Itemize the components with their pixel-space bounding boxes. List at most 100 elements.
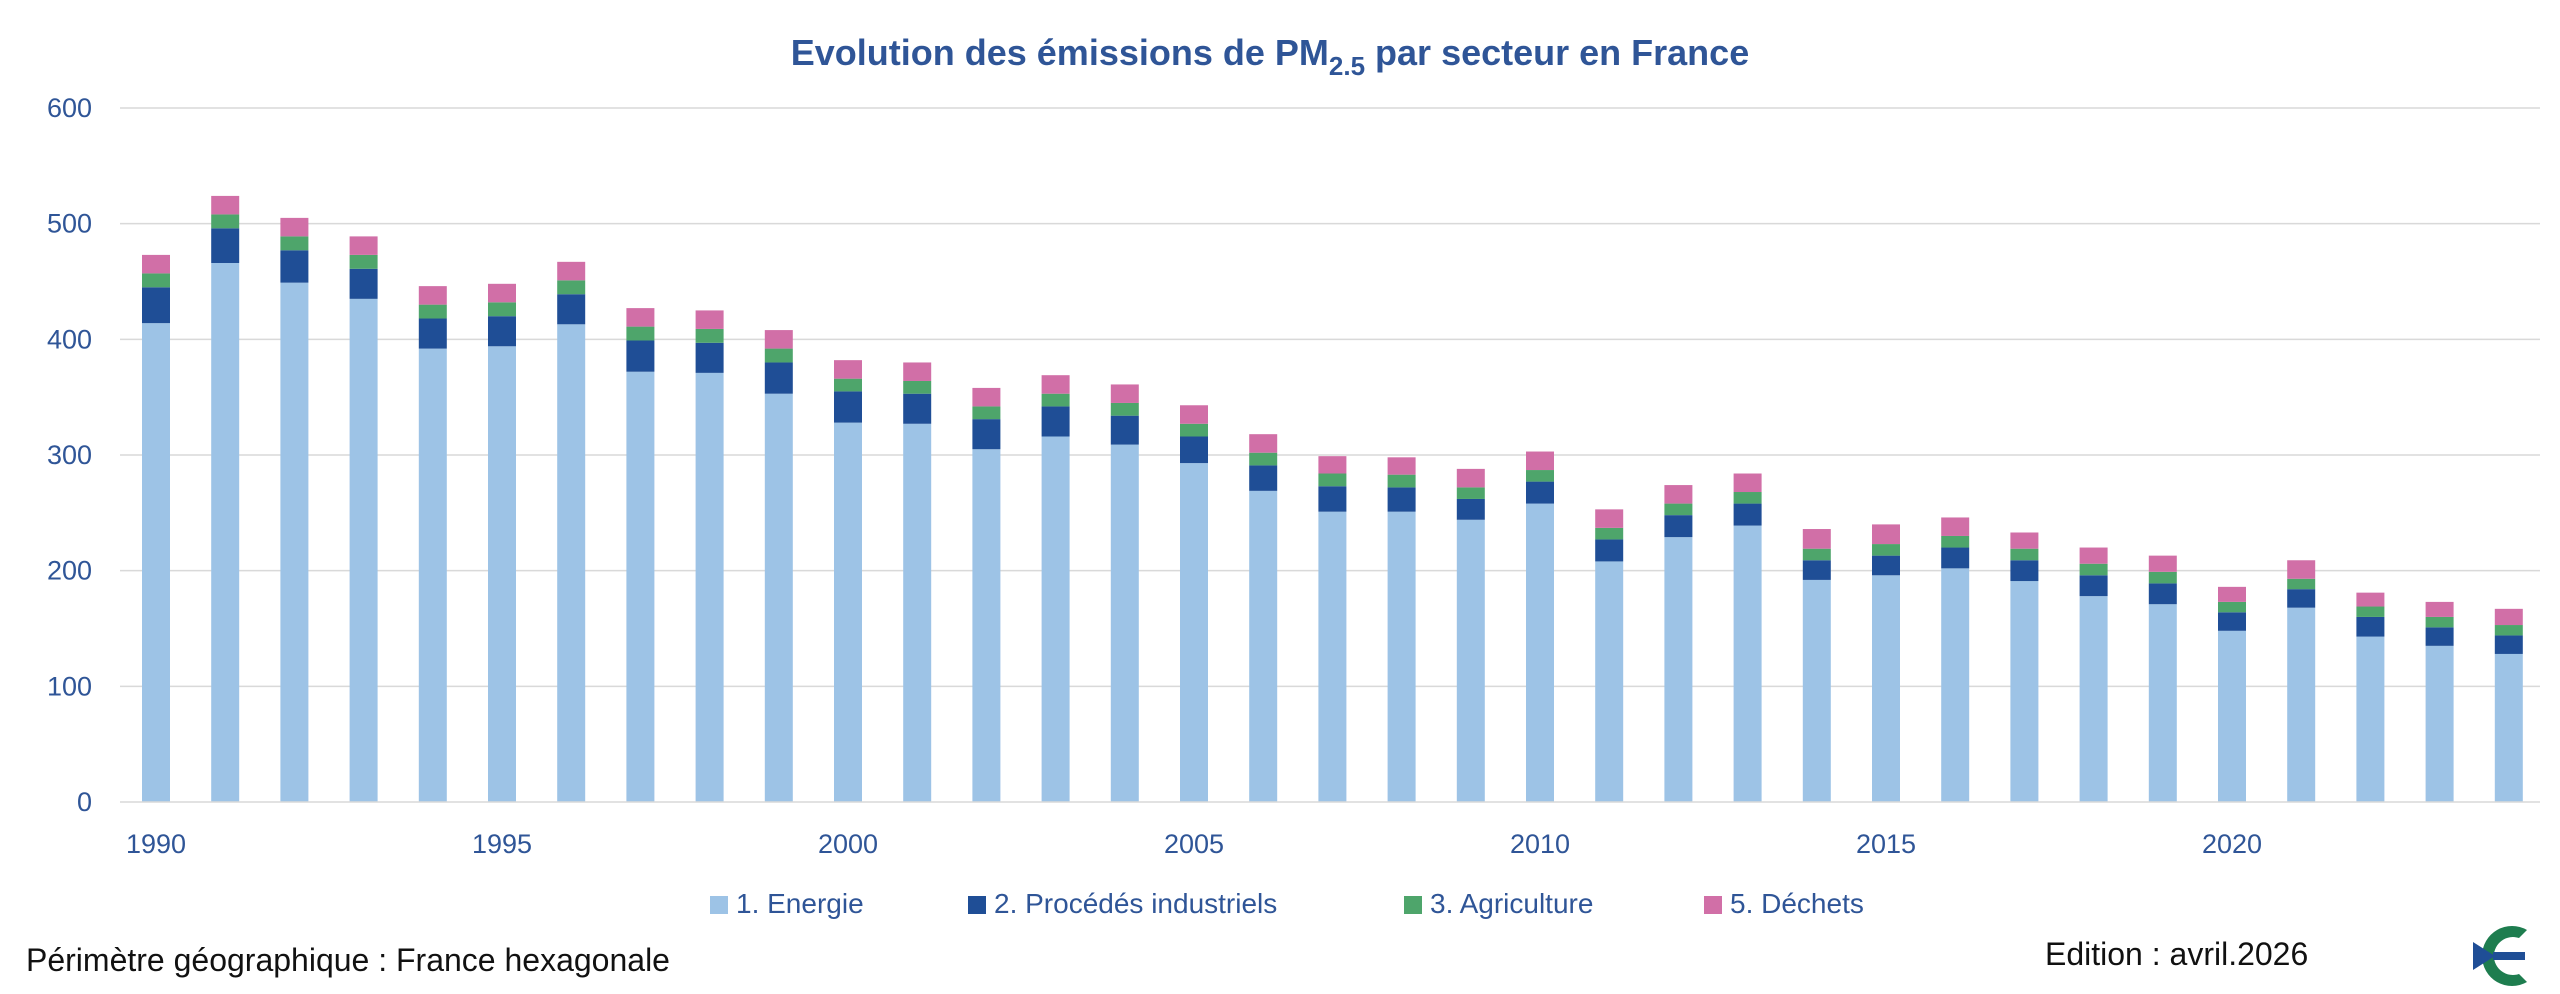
- bar-segment-s3-2012: [1664, 485, 1693, 504]
- bar-segment-s1-2022: [2356, 616, 2385, 637]
- bar-segment-s3-2009: [1456, 468, 1485, 488]
- y-tick-label: 600: [47, 93, 92, 123]
- bar-segment-s1-2017: [2010, 560, 2039, 582]
- bar-segment-s0-1997: [626, 371, 655, 802]
- bar-segment-s1-2013: [1733, 503, 1762, 526]
- bar-segment-s0-2010: [1526, 503, 1554, 802]
- bar-segment-s2-2016: [1941, 535, 1970, 548]
- bar-segment-s3-1998: [695, 310, 724, 329]
- bar-segment-s3-1990: [142, 254, 170, 274]
- legend-label: 2. Procédés industriels: [994, 888, 1277, 919]
- bar-segment-s2-2013: [1733, 492, 1762, 504]
- y-tick-label: 500: [47, 209, 92, 239]
- x-axis-ticks: 1990 1995 2000 2005 2010 2015 2020: [126, 829, 2262, 859]
- bar-segment-s3-1993: [349, 236, 378, 255]
- bar-segment-s2-2023: [2425, 616, 2454, 628]
- bar-segment-s1-2009: [1456, 498, 1485, 520]
- bar-segment-s3-2001: [903, 362, 932, 381]
- bar-segment-s3-1995: [488, 283, 516, 303]
- bar-segment-s0-2016: [1941, 568, 1970, 802]
- bar-segment-s1-1994: [418, 318, 447, 349]
- bar-segment-s1-2008: [1387, 487, 1416, 512]
- bar-segment-s3-2020: [2218, 586, 2246, 602]
- bar-segment-s2-2022: [2356, 606, 2385, 617]
- bar-segment-s1-2004: [1110, 415, 1139, 445]
- citepa-logo-icon: [2473, 926, 2527, 986]
- bar-segment-s3-1996: [557, 261, 586, 281]
- bar-segment-s3-2004: [1110, 384, 1139, 403]
- bar-segment-s2-2002: [972, 406, 1001, 420]
- bar-segment-s2-2017: [2010, 548, 2039, 561]
- bar-segment-s3-1997: [626, 308, 655, 327]
- bar-segment-s1-2000: [834, 391, 862, 423]
- bar-segment-s0-2004: [1110, 444, 1139, 802]
- bar-segment-s0-2023: [2425, 645, 2454, 802]
- bar-segment-s0-2000: [834, 422, 862, 802]
- bar-segment-s3-2017: [2010, 532, 2039, 549]
- bar-segment-s0-2007: [1318, 511, 1347, 802]
- bar-segment-s0-1996: [557, 324, 586, 802]
- bar-segment-s1-1998: [695, 342, 724, 373]
- bar-segment-s0-1993: [349, 298, 378, 802]
- bar-segment-s1-1995: [488, 316, 516, 347]
- bar-segment-s2-2018: [2079, 563, 2108, 576]
- bar-segment-s3-2010: [1526, 451, 1554, 471]
- y-axis-ticks: 0 100 200 300 400 500 600: [47, 93, 92, 817]
- chart-title: Evolution des émissions de PM2.5 par sec…: [791, 32, 1749, 81]
- bar-segment-s2-2004: [1110, 402, 1139, 416]
- x-tick-label: 1995: [472, 829, 532, 859]
- bar-segment-s3-2023: [2425, 601, 2454, 617]
- bar-segment-s1-2018: [2079, 575, 2108, 597]
- bar-segment-s3-2022: [2356, 592, 2385, 607]
- bar-segment-s0-2012: [1664, 537, 1693, 802]
- bar-segment-s2-1993: [349, 254, 378, 269]
- bar-segment-s0-2002: [972, 449, 1001, 802]
- legend-swatch: [1404, 896, 1422, 914]
- bar-segment-s3-2006: [1249, 434, 1278, 453]
- bar-segment-s1-2012: [1664, 515, 1693, 538]
- bar-segment-s1-1990: [142, 287, 170, 324]
- bar-segment-s1-2020: [2218, 612, 2246, 631]
- bar-segment-s0-1991: [211, 262, 240, 802]
- bar-segment-s3-2007: [1318, 456, 1347, 474]
- bar-segment-s0-1999: [764, 393, 793, 802]
- bar-segment-s3-2019: [2148, 555, 2177, 572]
- bar-segment-s1-2014: [1802, 560, 1831, 580]
- bar-segment-s2-2014: [1802, 548, 1831, 561]
- bar-segment-s1-2023: [2425, 627, 2454, 646]
- legend-label: 3. Agriculture: [1430, 888, 1593, 919]
- bar-segment-s2-1996: [557, 280, 586, 295]
- y-tick-label: 400: [47, 324, 92, 354]
- legend-swatch: [968, 896, 986, 914]
- bar-segment-s3-2018: [2079, 547, 2108, 564]
- bar-segment-s2-2021: [2287, 578, 2316, 590]
- bar-segment-s2-1999: [764, 348, 793, 363]
- bar-segment-s1-1992: [280, 250, 309, 283]
- bar-segment-s2-2001: [903, 380, 932, 394]
- bar-segment-s0-2008: [1387, 511, 1416, 802]
- legend-swatch: [1704, 896, 1722, 914]
- x-tick-label: 2000: [818, 829, 878, 859]
- bar-segment-s1-1993: [349, 268, 378, 299]
- bar-segment-s0-2001: [903, 423, 932, 802]
- edition-date: Edition : avril.2026: [2045, 936, 2309, 972]
- bar-segment-s0-2017: [2010, 581, 2039, 802]
- bar-segment-s1-2019: [2148, 583, 2177, 605]
- bar-segment-s2-2019: [2148, 571, 2177, 584]
- bar-segment-s1-2010: [1526, 481, 1554, 504]
- y-tick-label: 100: [47, 671, 92, 701]
- bar-segment-s0-1995: [488, 346, 516, 802]
- bar-segment-s1-2016: [1941, 547, 1970, 569]
- bar-segment-s2-2011: [1595, 527, 1624, 540]
- bar-segment-s3-2015: [1872, 524, 1900, 545]
- bar-segment-s1-2002: [972, 419, 1001, 450]
- bar-segment-s3-2011: [1595, 509, 1624, 528]
- bar-segment-s0-2015: [1872, 575, 1900, 802]
- bar-segment-s0-2009: [1456, 519, 1485, 802]
- x-tick-label: 2020: [2202, 829, 2262, 859]
- y-tick-label: 0: [77, 787, 92, 817]
- bar-segment-s0-2011: [1595, 561, 1624, 802]
- bar-segment-s1-1997: [626, 340, 655, 372]
- x-tick-label: 2010: [1510, 829, 1570, 859]
- bar-segment-s1-1996: [557, 294, 586, 325]
